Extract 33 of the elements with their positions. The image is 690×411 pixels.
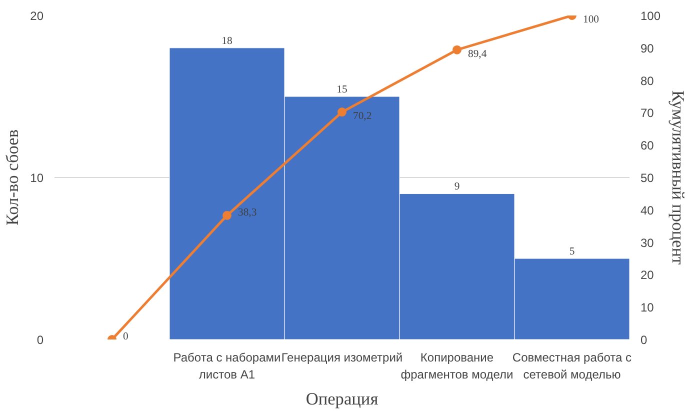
x-tick-label: Генерация изометрий bbox=[281, 350, 403, 364]
point bbox=[452, 45, 462, 54]
data-label: 0 bbox=[123, 332, 128, 342]
data-label: 100 bbox=[583, 14, 599, 26]
y-tick-label: 10 bbox=[30, 171, 44, 185]
x-tick-label: Совместная работа с сетевой моделью bbox=[512, 350, 632, 382]
y2-axis-title: Кумулятивный процент bbox=[668, 90, 688, 265]
y2-tick-label: 0 bbox=[640, 333, 648, 347]
y2-tick-label: 30 bbox=[640, 236, 654, 250]
point bbox=[338, 108, 346, 117]
y2-tick-label: 70 bbox=[640, 106, 654, 120]
y2-tick-label: 90 bbox=[640, 41, 654, 56]
y2-tick-label: 60 bbox=[640, 138, 654, 153]
y2-tick-label: 50 bbox=[640, 171, 654, 185]
data-label: 15 bbox=[336, 84, 348, 96]
y2-tick-label: 100 bbox=[640, 9, 661, 23]
y-axis-title: Кол-во сбоев bbox=[3, 129, 22, 226]
y2-tick-label: 20 bbox=[640, 268, 654, 282]
y-tick-label: 0 bbox=[36, 333, 44, 347]
y-tick-label: 20 bbox=[30, 9, 44, 23]
x-tick-label: Работа с наборами листов А1 bbox=[173, 350, 281, 382]
x-tick-label: Копирование фрагментов модели bbox=[400, 350, 514, 382]
data-label: 70,2 bbox=[353, 111, 372, 122]
data-label: 18 bbox=[222, 36, 232, 47]
point bbox=[222, 210, 232, 220]
data-label: 38,3 bbox=[238, 207, 257, 218]
x-axis-title: Операция bbox=[306, 389, 378, 408]
data-label: 5 bbox=[569, 246, 575, 258]
data-label: 89,4 bbox=[468, 48, 488, 60]
data-label: 9 bbox=[454, 182, 460, 193]
y2-tick-label: 80 bbox=[640, 74, 654, 88]
y2-tick-label: 10 bbox=[640, 300, 654, 315]
y2-tick-label: 40 bbox=[640, 203, 654, 218]
